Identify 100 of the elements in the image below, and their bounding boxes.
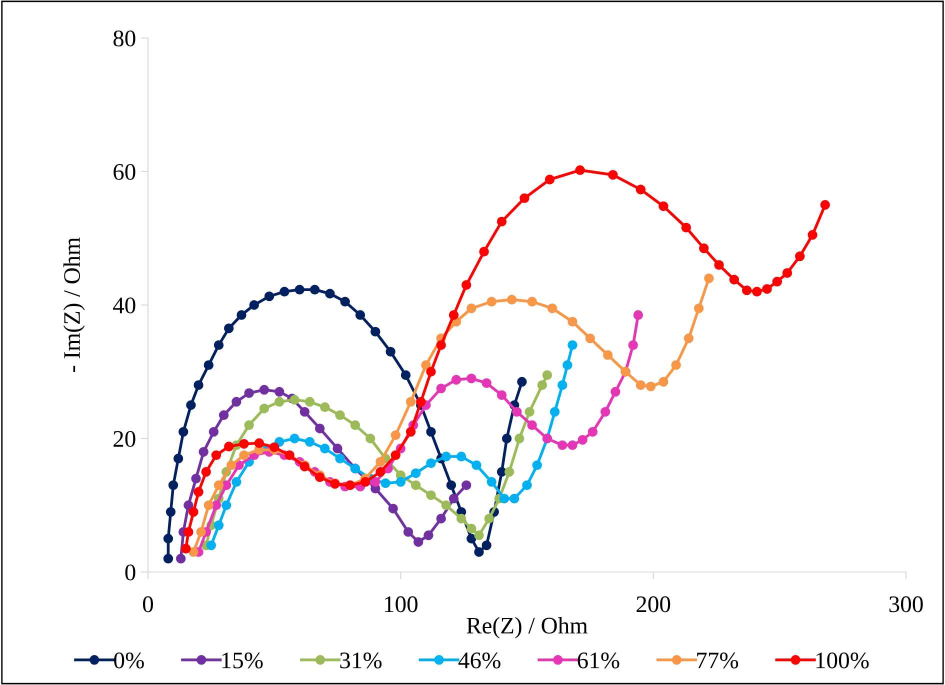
point bbox=[502, 434, 512, 444]
point bbox=[441, 500, 452, 510]
legend-label: 46% bbox=[458, 652, 500, 668]
point bbox=[578, 434, 588, 445]
point bbox=[544, 174, 555, 184]
point bbox=[729, 274, 740, 284]
point bbox=[274, 396, 284, 407]
point bbox=[194, 380, 204, 390]
point bbox=[406, 396, 416, 407]
point bbox=[360, 477, 370, 487]
point bbox=[426, 490, 436, 500]
point bbox=[448, 494, 459, 504]
point bbox=[239, 450, 249, 460]
point bbox=[249, 300, 259, 310]
legend-label: 0% bbox=[114, 652, 144, 668]
point bbox=[214, 520, 224, 530]
point bbox=[496, 390, 507, 400]
point bbox=[406, 426, 416, 437]
point bbox=[658, 201, 668, 212]
x-tick-label: 0 bbox=[142, 596, 154, 612]
point bbox=[290, 394, 300, 405]
point bbox=[646, 382, 656, 392]
point bbox=[474, 530, 484, 540]
point bbox=[350, 420, 360, 430]
y-tick-label: 40 bbox=[113, 297, 136, 314]
point bbox=[482, 378, 492, 388]
point bbox=[218, 410, 229, 420]
point bbox=[820, 200, 830, 210]
point bbox=[221, 500, 232, 510]
point bbox=[568, 316, 578, 327]
point bbox=[424, 530, 434, 540]
point bbox=[300, 406, 310, 417]
point bbox=[426, 366, 436, 377]
point bbox=[568, 440, 578, 450]
point bbox=[588, 426, 598, 437]
point bbox=[269, 442, 280, 452]
point bbox=[474, 547, 484, 557]
point bbox=[259, 404, 270, 414]
point bbox=[244, 420, 254, 430]
point bbox=[426, 426, 436, 437]
point bbox=[335, 410, 345, 420]
point bbox=[274, 386, 284, 397]
y-tick-label: 20 bbox=[114, 430, 136, 447]
point bbox=[194, 487, 204, 497]
point bbox=[370, 326, 380, 337]
point bbox=[479, 246, 489, 256]
point bbox=[441, 452, 452, 462]
point bbox=[304, 436, 315, 447]
point bbox=[376, 467, 386, 477]
point bbox=[514, 434, 524, 444]
point bbox=[224, 442, 234, 452]
point bbox=[517, 376, 527, 387]
point bbox=[772, 276, 782, 286]
point bbox=[568, 340, 578, 350]
point bbox=[436, 340, 446, 350]
point bbox=[537, 380, 548, 390]
point bbox=[198, 446, 208, 457]
legend-label: 100% bbox=[816, 652, 869, 668]
point bbox=[226, 460, 236, 470]
point bbox=[436, 384, 446, 394]
point bbox=[390, 430, 400, 440]
point bbox=[314, 424, 325, 434]
point bbox=[214, 480, 224, 490]
point bbox=[335, 454, 345, 464]
point bbox=[410, 480, 421, 490]
point bbox=[290, 434, 300, 444]
point bbox=[462, 480, 472, 490]
point bbox=[684, 334, 694, 344]
point bbox=[214, 340, 224, 350]
point bbox=[550, 406, 560, 417]
point bbox=[752, 286, 762, 297]
point bbox=[575, 165, 585, 176]
point bbox=[714, 260, 724, 270]
point bbox=[188, 547, 198, 557]
point bbox=[466, 534, 476, 544]
point bbox=[600, 406, 610, 417]
point bbox=[259, 384, 270, 395]
legend-label: 61% bbox=[578, 652, 620, 668]
point bbox=[482, 540, 492, 550]
point bbox=[484, 514, 494, 524]
point bbox=[527, 296, 537, 307]
point bbox=[456, 514, 466, 524]
point bbox=[181, 544, 191, 554]
point bbox=[496, 216, 507, 226]
point bbox=[386, 346, 396, 357]
point bbox=[236, 310, 246, 320]
point bbox=[211, 500, 222, 510]
point bbox=[188, 507, 198, 517]
point bbox=[512, 406, 522, 417]
point bbox=[542, 370, 552, 380]
point bbox=[466, 303, 476, 314]
point bbox=[448, 310, 459, 320]
point bbox=[520, 193, 530, 204]
point bbox=[694, 303, 704, 314]
point bbox=[184, 527, 194, 537]
point bbox=[762, 284, 772, 294]
point bbox=[380, 478, 390, 488]
point bbox=[421, 360, 431, 370]
point bbox=[304, 396, 315, 407]
point bbox=[472, 460, 482, 470]
